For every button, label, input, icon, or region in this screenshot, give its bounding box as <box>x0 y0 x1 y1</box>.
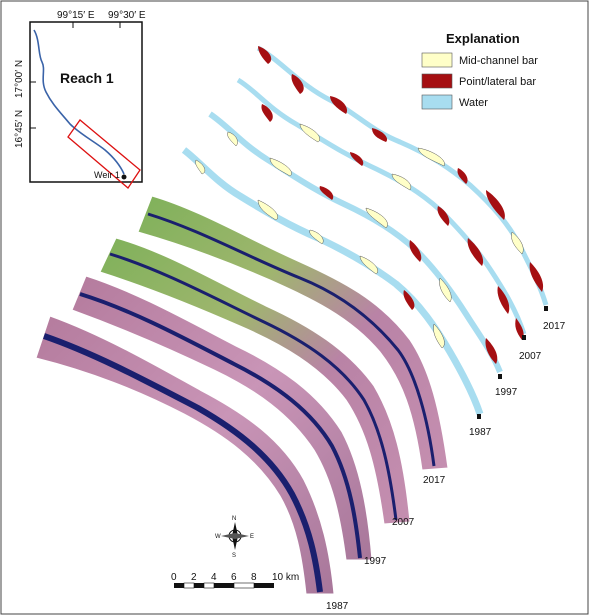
scale-tick-8: 8 <box>251 572 257 583</box>
inset-map: Reach 1 Weir 1 <box>29 21 143 189</box>
lon-label-1: 99°15′ E <box>57 10 95 21</box>
legend-label-mid-channel: Mid-channel bar <box>459 55 538 67</box>
east-label: E <box>250 534 254 540</box>
satellite-strip-2017 <box>137 195 449 471</box>
legend-swatch-mid-channel <box>421 52 453 68</box>
scale-tick-4: 4 <box>211 572 217 583</box>
strip-year-2007: 2007 <box>519 351 542 362</box>
north-arrow: N S E W <box>215 516 254 559</box>
strip-year-1987: 1987 <box>469 427 492 438</box>
satellite-strip-1987 <box>35 315 335 595</box>
study-reach-box <box>67 119 141 189</box>
scale-tick-10: 10 km <box>272 572 299 583</box>
lon-label-2: 99°30′ E <box>108 10 146 21</box>
legend-title: Explanation <box>446 31 520 46</box>
inset-river <box>33 29 125 175</box>
scale-tick-6: 6 <box>231 572 237 583</box>
image-year-2017: 2017 <box>423 475 446 486</box>
lat-label-2: 16°45′ N <box>14 110 25 148</box>
legend-swatch-point-bar <box>421 73 453 89</box>
legend-label-water: Water <box>459 97 488 109</box>
south-label: S <box>232 553 236 559</box>
strip-year-1997: 1997 <box>495 387 518 398</box>
legend-swatch-water <box>421 94 453 110</box>
image-year-2007: 2007 <box>392 517 415 528</box>
west-label: W <box>215 534 221 540</box>
legend: Explanation Mid-channel bar Point/latera… <box>421 31 538 110</box>
inset-title: Reach 1 <box>60 70 114 86</box>
satellite-strip-1997 <box>71 275 373 561</box>
classified-strip-2017 <box>256 45 549 311</box>
scale-tick-0: 0 <box>171 572 177 583</box>
legend-label-point-bar: Point/lateral bar <box>459 76 536 88</box>
image-year-1997: 1997 <box>364 556 387 567</box>
weir-marker <box>121 174 127 180</box>
classified-strip-2007 <box>236 77 527 340</box>
image-year-1987: 1987 <box>326 601 349 612</box>
classified-strip-1987 <box>181 147 484 419</box>
weir-label: Weir 1 <box>94 170 120 180</box>
north-label: N <box>232 516 236 522</box>
scale-tick-2: 2 <box>191 572 197 583</box>
strip-year-2017: 2017 <box>543 321 566 332</box>
classified-strip-1997 <box>208 111 503 379</box>
lat-label-1: 17°00′ N <box>14 60 25 98</box>
satellite-strip-2007 <box>99 237 411 525</box>
scale-bar: 0 2 4 6 8 10 km <box>171 572 299 589</box>
